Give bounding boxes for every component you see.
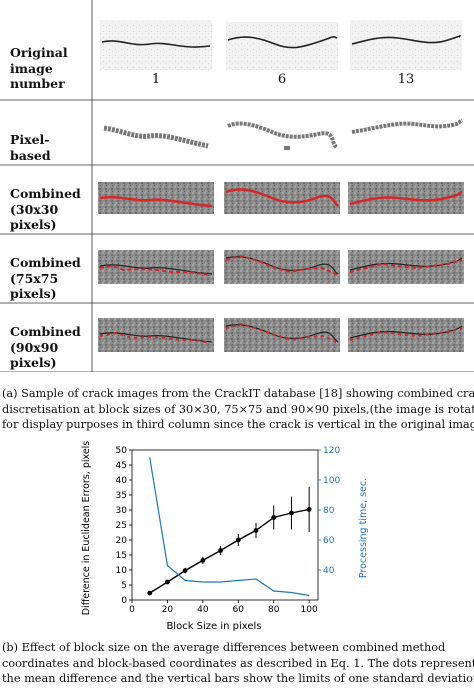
caption-b: (b) Effect of block size on the average … bbox=[2, 640, 474, 687]
combined-30-image-13 bbox=[348, 182, 464, 214]
x-tick-label: 0 bbox=[129, 605, 135, 615]
row-label-original: Original image number bbox=[10, 45, 68, 92]
combined-30-image-1 bbox=[98, 182, 214, 214]
caption-a: (a) Sample of crack images from the Crac… bbox=[2, 386, 474, 433]
caption-line: (b) Effect of block size on the average … bbox=[2, 641, 446, 654]
original-image-1 bbox=[100, 20, 212, 70]
row-label-line: pixels) bbox=[10, 217, 57, 232]
image-number-6: 6 bbox=[277, 72, 287, 87]
x-tick-label: 80 bbox=[268, 605, 280, 615]
combined-30-image-6 bbox=[224, 182, 340, 214]
caption-line: for display purposes in third column sin… bbox=[2, 418, 474, 431]
y-axis-label: Difference in Euclidean Errors, pixels bbox=[81, 441, 92, 616]
row-label-combined-30: Combined (30x30 pixels) bbox=[10, 186, 81, 233]
image-number-1: 1 bbox=[151, 72, 161, 87]
caption-line: coordinates and block-based coordinates … bbox=[2, 656, 474, 670]
data-point bbox=[218, 548, 223, 553]
row-label-line: number bbox=[10, 76, 65, 91]
row-label-line: image bbox=[10, 60, 53, 76]
combined-75-image-1 bbox=[98, 250, 214, 284]
combined-75-image-13 bbox=[348, 250, 464, 284]
x-tick-label: 20 bbox=[162, 605, 174, 615]
pixel-based-image-13 bbox=[351, 118, 464, 134]
data-point bbox=[289, 510, 294, 516]
figure-table: Original image number Pixel- based Combi… bbox=[0, 0, 474, 373]
caption-line: (a) Sample of crack images from the Crac… bbox=[2, 387, 474, 400]
x-tick-label: 100 bbox=[301, 605, 318, 615]
x-tick-label: 60 bbox=[233, 605, 245, 615]
data-point bbox=[165, 579, 170, 585]
row-label-line: (75x75 bbox=[10, 270, 59, 286]
image-number-13: 13 bbox=[397, 72, 415, 87]
row-label-pixel-based: Pixel- based bbox=[10, 132, 51, 163]
chart-marks bbox=[147, 457, 312, 597]
chart-axes: 0 20 40 60 80 100 0 5 10 15 20 25 30 35 40 45 50 40 60 80 10… bbox=[116, 446, 341, 615]
data-point bbox=[182, 568, 188, 573]
data-point bbox=[271, 515, 277, 520]
row-label-line: based bbox=[10, 147, 51, 163]
row-label-line: (90x90 bbox=[10, 339, 59, 355]
original-image-13 bbox=[350, 20, 462, 70]
data-point bbox=[147, 590, 153, 596]
y2-tick-label: 80 bbox=[323, 506, 335, 516]
original-image-6 bbox=[226, 22, 338, 70]
y-tick-label: 35 bbox=[116, 491, 127, 501]
combined-90-image-1 bbox=[98, 318, 214, 352]
y2-tick-label: 100 bbox=[323, 476, 340, 486]
row-label-line: Combined bbox=[10, 186, 81, 201]
data-point bbox=[235, 537, 241, 543]
pixel-based-image-6 bbox=[227, 121, 339, 150]
x-tick-label: 40 bbox=[197, 605, 209, 615]
y2-tick-label: 120 bbox=[323, 446, 340, 456]
row-label-line: Combined bbox=[10, 255, 81, 270]
caption-line: discretisation at block sizes of 30×30, … bbox=[2, 402, 474, 416]
chart: 0 20 40 60 80 100 0 5 10 15 20 25 30 35 40 45 50 40 60 80 10… bbox=[81, 441, 369, 632]
data-point bbox=[306, 507, 312, 512]
y-tick-label: 25 bbox=[116, 521, 127, 531]
row-label-line: (30x30 bbox=[10, 201, 59, 217]
y-tick-label: 40 bbox=[116, 476, 128, 486]
pixel-based-image-1 bbox=[103, 125, 209, 149]
row-label-combined-90: Combined (90x90 pixels) bbox=[10, 324, 81, 371]
y-tick-label: 0 bbox=[121, 596, 127, 606]
y-tick-label: 15 bbox=[116, 551, 127, 561]
y-tick-label: 30 bbox=[116, 506, 128, 516]
plot-frame bbox=[131, 449, 319, 601]
y-tick-label: 10 bbox=[116, 566, 128, 576]
y-tick-label: 45 bbox=[116, 461, 127, 471]
table-grid bbox=[0, 0, 474, 373]
x-axis-label: Block Size in pixels bbox=[166, 621, 261, 632]
y2-tick-label: 40 bbox=[323, 566, 335, 576]
caption-line: the mean difference and the vertical bar… bbox=[2, 672, 474, 685]
y-tick-label: 5 bbox=[121, 581, 127, 591]
row-label-line: pixels) bbox=[10, 355, 57, 370]
y-tick-label: 50 bbox=[116, 446, 128, 456]
data-point bbox=[200, 558, 206, 563]
y-tick-label: 20 bbox=[116, 536, 128, 546]
data-point bbox=[253, 528, 259, 533]
row-label-line: pixels) bbox=[10, 286, 57, 301]
combined-90-image-13 bbox=[348, 318, 464, 352]
y2-axis-label: Processing time, sec. bbox=[358, 478, 369, 578]
combined-75-image-6 bbox=[224, 250, 340, 284]
row-label-combined-75: Combined (75x75 pixels) bbox=[10, 255, 81, 302]
row-label-line: Pixel- bbox=[10, 132, 50, 147]
combined-90-image-6 bbox=[224, 318, 340, 352]
processing-time-line bbox=[149, 457, 310, 597]
row-label-line: Combined bbox=[10, 324, 81, 339]
y2-tick-label: 60 bbox=[323, 536, 335, 546]
euclidean-error-line bbox=[149, 508, 310, 594]
row-label-line: Original bbox=[10, 45, 68, 60]
